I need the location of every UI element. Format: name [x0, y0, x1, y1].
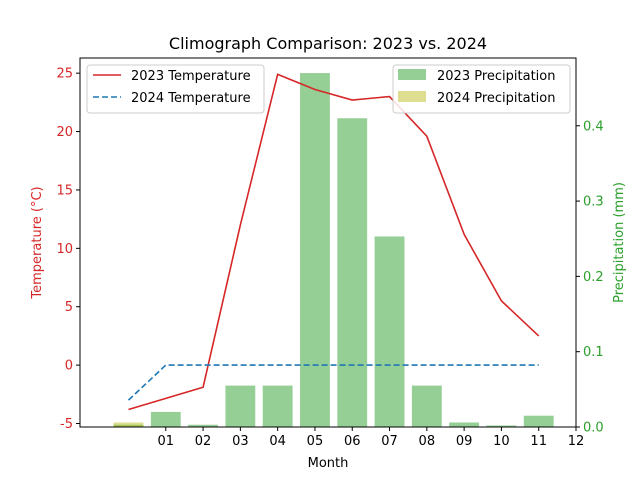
- x-tick-label: 01: [158, 434, 175, 449]
- y-left-axis-label: Temperature (°C): [30, 186, 45, 299]
- precip-2023-bar: [486, 425, 517, 427]
- x-tick-label: 07: [381, 434, 398, 449]
- y-left-tick-label: 20: [56, 125, 73, 140]
- precip-2023-bar: [374, 236, 405, 427]
- y-right-axis-label: Precipitation (mm): [612, 182, 627, 303]
- y-right-tick-label: 0.3: [583, 195, 604, 210]
- precip-2023-bar: [262, 385, 293, 427]
- legend-precip-2023-swatch: [398, 69, 426, 80]
- y-left-tick-label: 15: [56, 183, 73, 198]
- y-left-tick-label: 5: [65, 300, 73, 315]
- x-tick-label: 06: [344, 434, 361, 449]
- legend-right-box: [392, 64, 571, 114]
- x-tick-label: 10: [493, 434, 510, 449]
- temp-2023-line: [128, 73, 540, 411]
- precip-2023-bar: [337, 118, 368, 427]
- legend-temp-2023-label: 2023 Temperature: [131, 69, 251, 84]
- y-right-tick-label: 0.2: [583, 270, 604, 285]
- x-tick-label: 05: [307, 434, 324, 449]
- precip-2023-bar: [225, 385, 256, 427]
- precip-2023-bar: [150, 411, 181, 427]
- x-tick-label: 12: [568, 434, 585, 449]
- x-tick-label: 09: [456, 434, 473, 449]
- x-tick-label: 08: [419, 434, 436, 449]
- precip-2024-bar: [113, 422, 144, 427]
- x-axis-label: Month: [308, 456, 349, 471]
- legend-precip-2024-label: 2024 Precipitation: [437, 91, 555, 106]
- legend-left-box: [86, 64, 265, 114]
- precip-2023-bar: [188, 424, 218, 427]
- legend-temp-2024-label: 2024 Temperature: [131, 91, 251, 106]
- precip-2023-bar: [411, 385, 442, 427]
- x-tick-label: 04: [269, 434, 286, 449]
- chart-title: Climograph Comparison: 2023 vs. 2024: [169, 34, 487, 53]
- precip-2023-bar: [449, 422, 480, 427]
- legend-precip-2024-swatch: [398, 91, 426, 102]
- y-left-tick-label: 25: [56, 67, 73, 82]
- y-left-tick-label: -5: [60, 417, 73, 432]
- precip-2023-bar: [523, 415, 554, 427]
- y-right-tick-label: 0.1: [583, 345, 604, 360]
- x-tick-label: 11: [530, 434, 547, 449]
- y-right-tick-label: 0.4: [583, 119, 604, 134]
- precip-2023-bar: [300, 73, 330, 428]
- x-tick-label: 02: [195, 434, 212, 449]
- legend-precip-2023-label: 2023 Precipitation: [437, 69, 555, 84]
- y-left-tick-label: 10: [56, 242, 73, 257]
- plot-frame: [79, 57, 577, 428]
- y-right-tick-label: 0.0: [583, 421, 604, 436]
- temp-2024-line: [127, 364, 539, 401]
- x-tick-label: 03: [232, 434, 249, 449]
- y-left-tick-label: 0: [65, 359, 73, 374]
